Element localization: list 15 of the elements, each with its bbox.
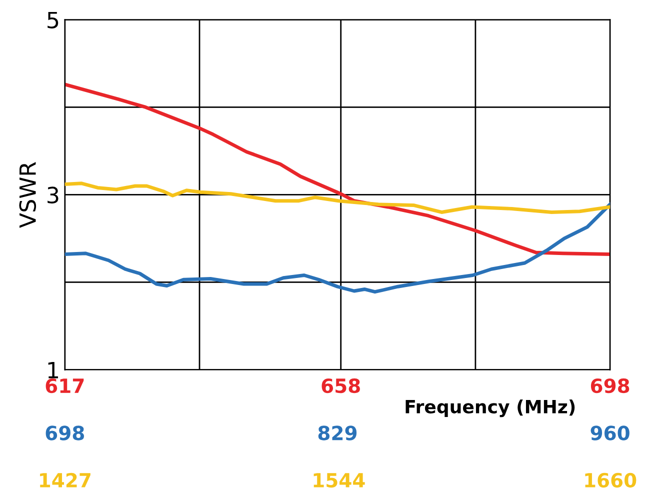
x2-tick-label: 829 (318, 426, 357, 440)
x-tick-label: 1544 (314, 473, 365, 488)
x-axis-title: Frequency (MHz) (406, 400, 575, 418)
x-tick-label: 698 (590, 378, 630, 394)
x-tick-label: 617 (46, 378, 84, 394)
x-tick-label: 1427 (40, 472, 90, 488)
y-axis-title: VSWR (19, 162, 36, 228)
line-series (64, 82, 610, 256)
x-tick-label: 658 (322, 378, 360, 394)
y-tick-label: 3 (48, 186, 58, 204)
y-tick-label: 5 (48, 12, 58, 28)
x2-tick-label: 960 (590, 426, 630, 440)
y-tick-label: 1 (48, 362, 58, 378)
x-tick-label: 1660 (585, 472, 636, 488)
x2-tick-label: 698 (46, 426, 84, 440)
